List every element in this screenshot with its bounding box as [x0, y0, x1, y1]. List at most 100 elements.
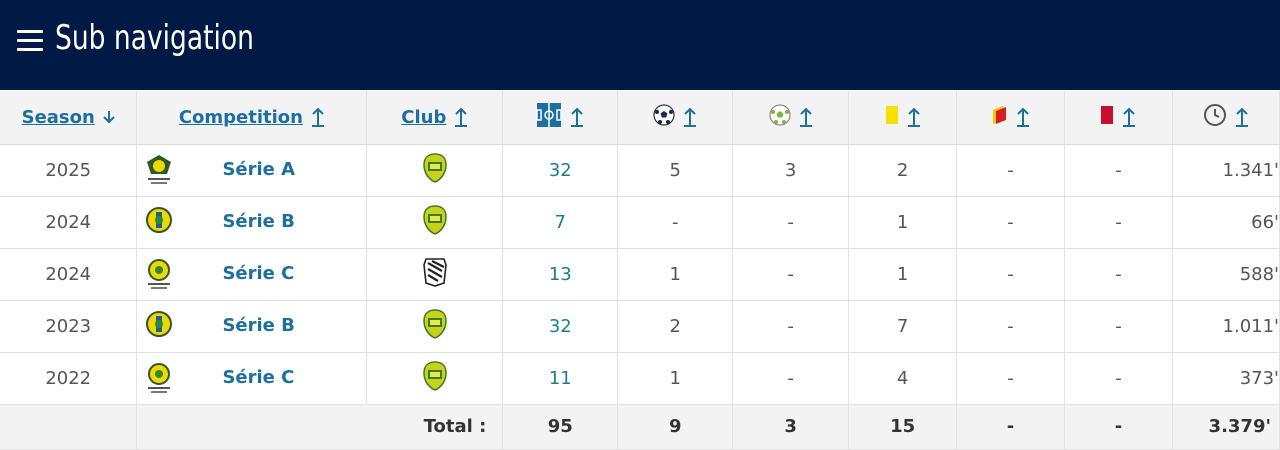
- assists-cell: -: [732, 196, 850, 249]
- sort-icon[interactable]: [1235, 107, 1249, 128]
- competition-cell[interactable]: Série C: [136, 248, 368, 301]
- pitch-icon[interactable]: [536, 102, 563, 132]
- serie-c-logo[interactable]: [145, 362, 173, 401]
- table-row: 2022 Série C 11 1-4- -373': [0, 352, 1280, 405]
- goals-cell: 1: [617, 248, 734, 301]
- col-appearances[interactable]: [502, 91, 619, 145]
- competition-link[interactable]: Série B: [222, 210, 295, 232]
- yellow-red-cards-cell: -: [956, 300, 1065, 353]
- assists-cell: -: [732, 352, 850, 405]
- total-red: -: [1064, 404, 1173, 450]
- competition-cell[interactable]: Série B: [136, 196, 368, 249]
- red-cards-cell: -: [1064, 300, 1173, 353]
- yellow-red-cards-cell: -: [956, 248, 1065, 301]
- figueirense-crest[interactable]: [422, 257, 448, 292]
- appearances-cell[interactable]: 32: [502, 300, 619, 353]
- col-club[interactable]: Club: [366, 91, 504, 145]
- season-cell: 2022: [0, 352, 138, 405]
- competition-cell[interactable]: Série B: [136, 300, 368, 353]
- total-label: Total :: [136, 404, 504, 450]
- club-sort-link[interactable]: Club: [401, 106, 447, 128]
- table-row: 2024 Série B 7- -1- -66': [0, 196, 1280, 249]
- season-cell: 2023: [0, 300, 138, 353]
- appearances-cell[interactable]: 11: [502, 352, 619, 405]
- appearances-cell[interactable]: 7: [502, 196, 619, 249]
- yellow-cards-cell: 2: [848, 144, 958, 197]
- total-assists: 3: [732, 404, 850, 450]
- mirassol-crest[interactable]: [422, 308, 448, 344]
- col-minutes[interactable]: [1172, 91, 1280, 145]
- appearances-cell[interactable]: 32: [502, 144, 619, 197]
- mirassol-crest[interactable]: [422, 360, 448, 396]
- sort-icon[interactable]: [683, 107, 697, 128]
- sort-icon[interactable]: [570, 107, 584, 128]
- sort-icon[interactable]: [311, 107, 325, 128]
- yellow-card-icon[interactable]: [885, 105, 899, 129]
- club-cell[interactable]: [366, 144, 504, 197]
- col-goals[interactable]: [617, 91, 734, 145]
- menu-icon[interactable]: [17, 30, 45, 52]
- goals-cell: 1: [617, 352, 734, 405]
- table-row: 2024 Série C 13 1-1- -588': [0, 248, 1280, 301]
- yellow-red-cards-cell: -: [956, 196, 1065, 249]
- appearances-cell[interactable]: 13: [502, 248, 619, 301]
- assist-ball-icon[interactable]: [769, 104, 791, 130]
- competition-link[interactable]: Série B: [222, 314, 295, 336]
- minutes-cell: 66': [1172, 196, 1280, 249]
- serie-b-logo[interactable]: [145, 310, 173, 345]
- red-cards-cell: -: [1064, 352, 1173, 405]
- sort-desc-icon[interactable]: [103, 109, 115, 125]
- total-appearances: 95: [502, 404, 619, 450]
- red-cards-cell: -: [1064, 248, 1173, 301]
- competition-cell[interactable]: Série A: [136, 144, 368, 197]
- table-header-row: Season Competition Club: [0, 91, 1280, 145]
- minutes-cell: 1.011': [1172, 300, 1280, 353]
- competition-cell[interactable]: Série C: [136, 352, 368, 405]
- brasileirao-logo[interactable]: [145, 154, 173, 193]
- ball-icon[interactable]: [653, 104, 675, 130]
- col-assists[interactable]: [732, 91, 850, 145]
- col-season[interactable]: Season: [0, 91, 138, 145]
- minutes-cell: 373': [1172, 352, 1280, 405]
- totals-empty-cell: [0, 404, 138, 450]
- sort-icon[interactable]: [454, 107, 468, 128]
- competition-sort-link[interactable]: Competition: [178, 106, 303, 128]
- mirassol-crest[interactable]: [422, 204, 448, 240]
- sort-icon[interactable]: [1122, 107, 1136, 128]
- sort-icon[interactable]: [1016, 107, 1030, 128]
- season-cell: 2025: [0, 144, 138, 197]
- col-yellow-red-cards[interactable]: [956, 91, 1065, 145]
- yellow-cards-cell: 1: [848, 196, 958, 249]
- sort-icon[interactable]: [799, 107, 813, 128]
- yellow-red-cards-cell: -: [956, 144, 1065, 197]
- serie-b-logo[interactable]: [145, 206, 173, 241]
- club-cell[interactable]: [366, 352, 504, 405]
- yellow-red-card-icon[interactable]: [992, 105, 1008, 129]
- red-cards-cell: -: [1064, 144, 1173, 197]
- col-red-cards[interactable]: [1064, 91, 1173, 145]
- serie-c-logo[interactable]: [145, 258, 173, 297]
- season-cell: 2024: [0, 196, 138, 249]
- totals-row: Total : 95 9 3 15 - - 3.379': [0, 404, 1280, 450]
- stats-table: Season Competition Club: [0, 91, 1280, 450]
- goals-cell: -: [617, 196, 734, 249]
- competition-link[interactable]: Série A: [222, 158, 296, 180]
- club-cell[interactable]: [366, 248, 504, 301]
- competition-link[interactable]: Série C: [222, 262, 295, 284]
- total-yellow: 15: [848, 404, 958, 450]
- season-cell: 2024: [0, 248, 138, 301]
- col-yellow-cards[interactable]: [848, 91, 958, 145]
- clock-icon[interactable]: [1203, 103, 1227, 131]
- red-card-icon[interactable]: [1100, 105, 1114, 129]
- competition-link[interactable]: Série C: [222, 366, 295, 388]
- total-yellow-red: -: [956, 404, 1065, 450]
- yellow-cards-cell: 7: [848, 300, 958, 353]
- sort-icon[interactable]: [907, 107, 921, 128]
- total-goals: 9: [617, 404, 734, 450]
- mirassol-crest[interactable]: [422, 152, 448, 188]
- club-cell[interactable]: [366, 196, 504, 249]
- season-sort-link[interactable]: Season: [21, 106, 95, 128]
- col-competition[interactable]: Competition: [136, 91, 368, 145]
- club-cell[interactable]: [366, 300, 504, 353]
- minutes-cell: 588': [1172, 248, 1280, 301]
